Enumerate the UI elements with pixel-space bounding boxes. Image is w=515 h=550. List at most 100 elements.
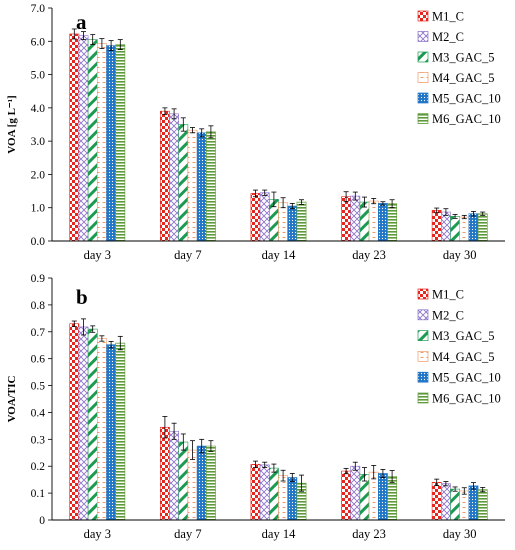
y-tick-label: 1.0 [31,203,46,215]
bar-m3-gac-5 [87,39,98,242]
y-tick-label: 0 [39,515,45,527]
bar-m6-gac-10 [387,203,397,242]
bar-m5-gac-10 [287,477,298,521]
legend-swatch [417,10,429,22]
bar-m2-c [259,192,270,242]
bar-m6-gac-10 [115,44,126,242]
legend-label: M2_C [432,308,464,322]
y-tick-label: 0.4 [31,407,46,419]
bar-m1-c [341,196,351,242]
bar-m4-gac-5 [97,338,107,521]
legend-swatch [417,392,429,404]
bar-m5-gac-10 [468,213,479,242]
bar-m5-gac-10 [287,205,298,242]
legend-label: M6_GAC_10 [432,112,501,126]
legend-label: M1_C [432,288,464,302]
y-tick-label: 2.0 [31,169,46,181]
x-category-label: day 23 [352,248,386,262]
bar-m4-gac-5 [368,471,379,521]
bar-m3-gac-5 [268,467,279,521]
bar-m6-gac-10 [477,213,488,242]
bar-m1-c [69,323,80,521]
bar-m6-gac-10 [206,445,216,521]
y-tick-label: 0.3 [31,434,46,446]
legend-label: M4_GAC_5 [432,350,495,364]
bar-m4-gac-5 [187,449,198,521]
bar-m5-gac-10 [377,473,388,521]
bar-m5-gac-10 [196,445,207,521]
legend-swatch [417,113,429,124]
bar-m4-gac-5 [459,490,470,521]
legend-label: M2_C [432,30,464,44]
bar-m6-gac-10 [206,131,216,242]
legend: M1_C M2_C M3_GAC_5 M4_GAC_5 M5_GAC_10 M6_GAC_… [417,10,501,126]
bar-m1-c [431,210,442,242]
bar-m3-gac-5 [178,441,189,521]
x-category-label: day 14 [262,248,296,262]
legend-label: M5_GAC_10 [432,371,501,385]
x-category-label: day 14 [262,527,296,541]
chart-panel-b: 0 0.1 0.2 0.3 0.4 0.5 0.6 0.7 0.8 0.9 VOA/TIC day 3… [6,273,505,541]
bar-m2-c [169,430,179,521]
x-category-label: day 3 [84,248,111,262]
y-tick-label: 0.8 [31,300,46,312]
x-category-label: day 23 [352,527,386,541]
x-category-label: day 30 [443,248,477,262]
bar-m6-gac-10 [115,342,126,521]
bar-m5-gac-10 [196,132,207,242]
legend-label: M1_C [432,10,464,24]
legend-label: M5_GAC_10 [432,92,501,106]
bar-m4-gac-5 [278,202,288,242]
bar-m2-c [440,483,451,521]
legend-swatch [417,51,429,63]
legend-label: M3_GAC_5 [432,329,495,343]
y-tick-label: 3.0 [31,136,46,148]
y-tick-label: 0.9 [31,273,46,285]
y-tick-label: 0.1 [31,488,46,500]
y-axis-title: VOA/TIC [6,376,18,423]
y-tick-label: 0.5 [31,381,46,393]
bar-m1-c [69,33,80,242]
bar-m2-c [259,464,270,521]
bar-m2-c [78,35,89,242]
y-tick-label: 0.7 [31,327,46,339]
bar-m1-c [341,470,351,521]
legend-swatch [417,31,429,42]
bar-m5-gac-10 [377,203,388,242]
y-tick-label: 6.0 [31,36,46,48]
bar-m2-c [169,113,179,242]
panel-letter: b [76,285,88,309]
legend-swatch [417,371,429,383]
bar-m1-c [160,426,170,521]
legend-swatch [417,309,429,321]
bar-m6-gac-10 [296,201,307,242]
x-category-label: day 7 [174,248,201,262]
bar-m6-gac-10 [387,476,397,521]
bar-m2-c [350,195,361,242]
y-tick-label: 0.2 [31,461,46,473]
legend-label: M3_GAC_5 [432,51,495,65]
bar-m3-gac-5 [450,216,460,242]
bar-m4-gac-5 [459,216,470,242]
legend-label: M6_GAC_10 [432,392,501,406]
legend-swatch [417,351,429,362]
y-tick-label: 4.0 [31,103,46,115]
y-tick-label: 5.0 [31,70,46,82]
legend-swatch [417,72,429,83]
bar-m4-gac-5 [368,200,379,242]
x-category-label: day 30 [443,527,477,541]
panel-letter: a [76,10,87,34]
bar-m6-gac-10 [477,489,488,521]
legend-label: M4_GAC_5 [432,71,495,85]
bar-m5-gac-10 [468,485,479,521]
y-tick-label: 0.0 [31,236,46,248]
bar-m3-gac-5 [178,124,189,242]
bar-m4-gac-5 [187,129,198,242]
bar-m1-c [160,110,170,242]
bar-m3-gac-5 [87,328,98,521]
legend-swatch [417,92,429,104]
bar-m3-gac-5 [450,488,460,521]
bar-m2-c [78,326,89,521]
bar-m4-gac-5 [278,475,288,521]
